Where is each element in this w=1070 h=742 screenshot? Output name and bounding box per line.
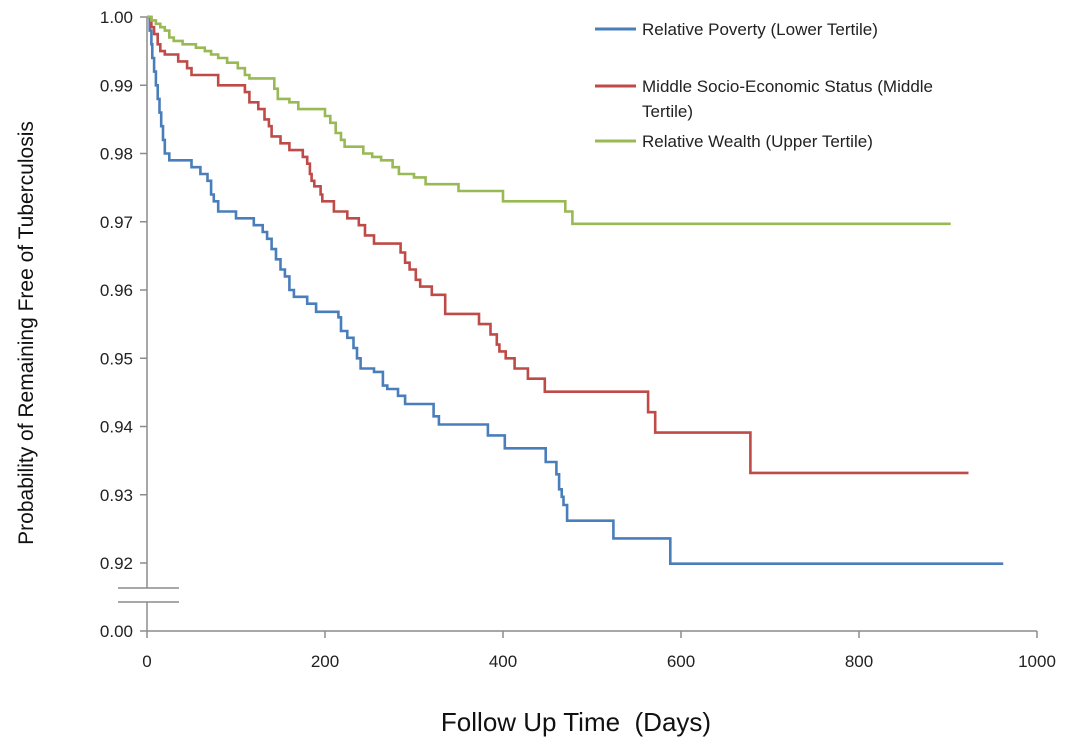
y-axis: 0.00 0.92 0.93 0.94 0.95 0.96 0.97 0.98 0.99 1.0… [100,8,179,641]
x-ticks: 0 200 400 600 800 1000 [142,631,1056,671]
x-tick-label: 400 [489,652,517,671]
y-tick-label: 0.99 [100,76,133,95]
y-ticks: 0.92 0.93 0.94 0.95 0.96 0.97 0.98 0.99 1.00 [100,8,147,573]
x-tick-label: 800 [845,652,873,671]
legend: Relative Poverty (Lower Tertile) Middle … [595,20,933,151]
legend-item-middle: Middle Socio-Economic Status (Middle Tert… [595,77,933,121]
y-axis-title: Probability of Remaining Free of Tubercu… [15,121,38,545]
series-lines [147,15,1004,565]
legend-label-wealth: Relative Wealth (Upper Tertile) [642,132,873,151]
x-tick-label: 200 [311,652,339,671]
y-tick-label: 0.93 [100,486,133,505]
y-tick-label: 0.95 [100,349,133,368]
series-line-1 [147,15,969,475]
legend-label-middle: Middle Socio-Economic Status (Middle Tert… [642,77,933,121]
series-line-2 [147,15,951,226]
y-tick-label: 0.96 [100,281,133,300]
x-axis-title: Follow Up Time (Days) [441,707,711,737]
x-tick-label: 1000 [1018,652,1056,671]
y-tick-label: 1.00 [100,8,133,27]
y-tick-label: 0.97 [100,213,133,232]
legend-label-poverty: Relative Poverty (Lower Tertile) [642,20,878,39]
y-tick-label: 0.98 [100,145,133,164]
y-tick-label: 0.92 [100,554,133,573]
legend-item-poverty: Relative Poverty (Lower Tertile) [595,20,878,39]
x-tick-label: 0 [142,652,151,671]
x-tick-label: 600 [667,652,695,671]
y-tick-label-zero: 0.00 [100,622,133,641]
y-tick-label: 0.94 [100,418,133,437]
series-line-0 [147,15,1004,565]
legend-item-wealth: Relative Wealth (Upper Tertile) [595,132,873,151]
x-axis: 0 200 400 600 800 1000 [142,630,1056,671]
